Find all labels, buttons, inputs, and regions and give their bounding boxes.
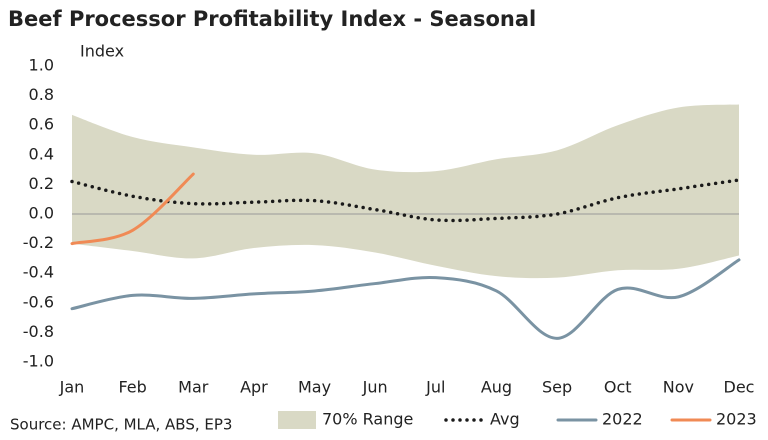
x-tick-label: Jun: [362, 378, 388, 397]
x-tick-label: Aug: [481, 378, 512, 397]
y-tick-label: -1.0: [23, 352, 54, 371]
series-line: [70, 178, 741, 223]
legend-label: 70% Range: [322, 410, 413, 429]
y-tick-label: 0.0: [29, 204, 54, 223]
series-line: [70, 172, 195, 246]
series-line: [70, 258, 741, 340]
legend-label: 2023: [716, 410, 757, 429]
x-tick-label: Jan: [59, 378, 85, 397]
y-tick-label: 0.4: [29, 144, 54, 163]
x-tick-label: Dec: [724, 378, 755, 397]
range-band: [72, 104, 739, 279]
y-tick-label: -0.2: [23, 233, 54, 252]
x-tick-label: Feb: [118, 378, 146, 397]
y-tick-label: 0.8: [29, 85, 54, 104]
legend-label: Avg: [490, 410, 520, 429]
legend-swatch: [278, 411, 316, 429]
y-tick-label: 1.0: [29, 56, 54, 75]
y-tick-label: -0.8: [23, 322, 54, 341]
chart-title: Beef Processor Profitability Index - Sea…: [8, 7, 536, 31]
x-tick-label: Mar: [178, 378, 209, 397]
x-tick-label: May: [298, 378, 331, 397]
x-tick-label: Apr: [240, 378, 268, 397]
y-tick-label: 0.2: [29, 174, 54, 193]
source: Source: AMPC, MLA, ABS, EP3: [10, 416, 232, 434]
y-axis-label: Index: [80, 42, 124, 61]
y-tick-label: -0.4: [23, 263, 54, 282]
legend-label: 2022: [602, 410, 643, 429]
x-tick-label: Oct: [604, 378, 632, 397]
x-tick-label: Sep: [542, 378, 572, 397]
y-tick-label: -0.6: [23, 292, 54, 311]
x-tick-label: Jul: [425, 378, 445, 397]
y-tick-label: 0.6: [29, 115, 54, 134]
x-tick-label: Nov: [663, 378, 694, 397]
